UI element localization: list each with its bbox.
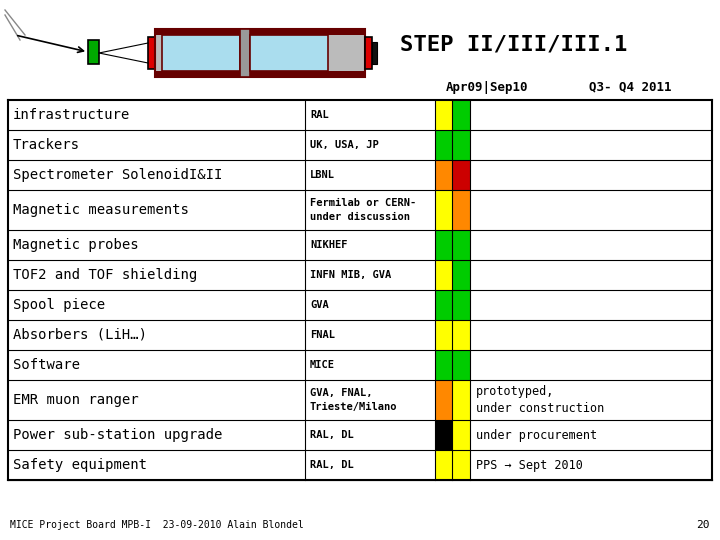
Text: MICE: MICE xyxy=(310,360,335,370)
Text: RAL, DL: RAL, DL xyxy=(310,460,354,470)
Text: infrastructure: infrastructure xyxy=(13,108,130,122)
Bar xyxy=(452,190,470,230)
Text: Q3- Q4 2011: Q3- Q4 2011 xyxy=(589,80,671,93)
Text: GVA: GVA xyxy=(310,300,329,310)
Text: Trackers: Trackers xyxy=(13,138,80,152)
Bar xyxy=(165,30,179,35)
Bar xyxy=(162,35,240,71)
Text: Spectrometer SolenoidI&II: Spectrometer SolenoidI&II xyxy=(13,168,222,182)
Text: RAL, DL: RAL, DL xyxy=(310,430,354,440)
Bar xyxy=(253,30,267,35)
Text: Safety equipment: Safety equipment xyxy=(13,458,147,472)
Bar xyxy=(155,29,365,35)
Text: Absorbers (LiH…): Absorbers (LiH…) xyxy=(13,328,147,342)
Bar xyxy=(435,320,452,350)
Bar xyxy=(165,71,179,76)
Text: Apr09|Sep10: Apr09|Sep10 xyxy=(446,80,528,93)
Bar xyxy=(435,260,452,290)
Bar xyxy=(308,71,322,76)
Bar xyxy=(435,450,452,480)
Bar xyxy=(220,30,234,35)
Bar xyxy=(308,30,322,35)
Text: Magnetic probes: Magnetic probes xyxy=(13,238,139,252)
Text: LBNL: LBNL xyxy=(310,170,335,180)
Text: PPS → Sept 2010: PPS → Sept 2010 xyxy=(476,458,583,471)
Bar xyxy=(435,350,452,380)
Text: EMR muon ranger: EMR muon ranger xyxy=(13,393,139,407)
Bar xyxy=(220,71,234,76)
Bar xyxy=(452,260,470,290)
Bar xyxy=(435,420,452,450)
Bar xyxy=(435,130,452,160)
Bar xyxy=(452,420,470,450)
Bar xyxy=(155,71,365,77)
Text: STEP II/III/III.1: STEP II/III/III.1 xyxy=(400,35,627,55)
Text: FNAL: FNAL xyxy=(310,330,335,340)
Bar xyxy=(435,290,452,320)
Text: Software: Software xyxy=(13,358,80,372)
Bar xyxy=(205,71,219,76)
Bar xyxy=(452,160,470,190)
Text: TOF2 and TOF shielding: TOF2 and TOF shielding xyxy=(13,268,197,282)
Text: Power sub-station upgrade: Power sub-station upgrade xyxy=(13,428,222,442)
Bar xyxy=(372,42,377,64)
Bar xyxy=(435,190,452,230)
Text: INFN MIB, GVA: INFN MIB, GVA xyxy=(310,270,391,280)
Text: prototyped,
under construction: prototyped, under construction xyxy=(476,385,604,415)
Text: Spool piece: Spool piece xyxy=(13,298,105,312)
Bar xyxy=(205,30,219,35)
Bar xyxy=(452,380,470,420)
Text: GVA, FNAL,
Trieste/Milano: GVA, FNAL, Trieste/Milano xyxy=(310,388,397,411)
Bar xyxy=(293,30,307,35)
Bar xyxy=(435,380,452,420)
Bar xyxy=(155,29,365,77)
Bar xyxy=(8,100,712,480)
Text: Magnetic measurements: Magnetic measurements xyxy=(13,203,189,217)
Bar xyxy=(293,71,307,76)
Text: Fermilab or CERN-
under discussion: Fermilab or CERN- under discussion xyxy=(310,198,416,221)
Text: under procurement: under procurement xyxy=(476,429,597,442)
Bar xyxy=(148,37,155,69)
Text: RAL: RAL xyxy=(310,110,329,120)
Bar xyxy=(253,71,267,76)
Bar xyxy=(88,40,99,64)
Bar xyxy=(240,29,250,77)
Bar xyxy=(452,230,470,260)
Bar xyxy=(250,35,328,71)
Bar xyxy=(435,160,452,190)
Bar xyxy=(452,320,470,350)
Bar xyxy=(185,30,199,35)
Bar xyxy=(435,100,452,130)
Bar xyxy=(273,30,287,35)
Bar xyxy=(452,290,470,320)
Text: MICE Project Board MPB-I  23-09-2010 Alain Blondel: MICE Project Board MPB-I 23-09-2010 Alai… xyxy=(10,520,304,530)
Bar xyxy=(452,350,470,380)
Bar xyxy=(273,71,287,76)
Text: UK, USA, JP: UK, USA, JP xyxy=(310,140,379,150)
Text: NIKHEF: NIKHEF xyxy=(310,240,348,250)
Bar xyxy=(185,71,199,76)
Bar xyxy=(452,450,470,480)
Text: 20: 20 xyxy=(696,520,710,530)
Bar xyxy=(452,130,470,160)
Bar xyxy=(365,37,372,69)
Bar xyxy=(452,100,470,130)
Bar xyxy=(435,230,452,260)
